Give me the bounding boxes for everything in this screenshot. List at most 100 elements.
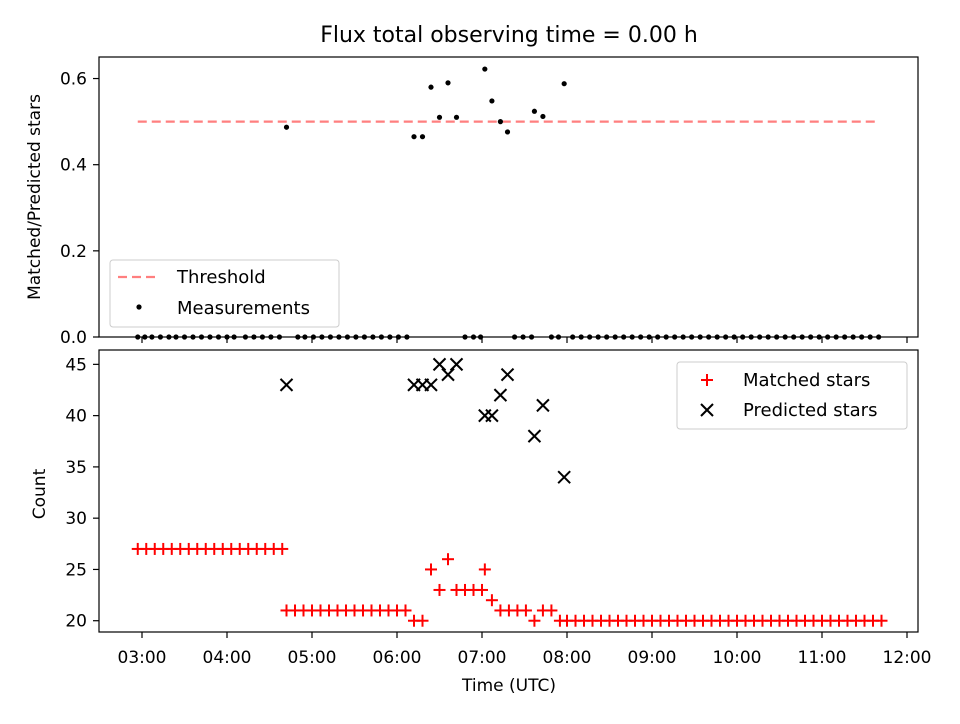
bottom-y-tick-label: 45	[65, 355, 87, 375]
top-panel: 0.0 0.2 0.4 0.6 Matched/Predicted stars Thr…	[25, 56, 919, 348]
figure-title: Flux total observing time = 0.00 h	[320, 23, 698, 48]
measurement-point	[135, 334, 141, 340]
measurement-point	[714, 334, 720, 340]
bottom-y-tick-label: 20	[65, 612, 87, 632]
top-legend-box	[109, 259, 340, 328]
measurement-point	[149, 334, 155, 340]
measurement-point	[621, 334, 627, 340]
top-y-axis: 0.0 0.2 0.4 0.6	[60, 70, 99, 348]
measurement-point	[295, 334, 301, 340]
matched-point	[519, 604, 532, 617]
x-tick-label: 10:00	[713, 648, 762, 668]
measurement-point	[548, 334, 555, 340]
matched-point	[433, 583, 446, 596]
top-y-tick-label: 0.4	[60, 156, 87, 176]
matched-point	[545, 604, 558, 617]
measurement-point	[378, 334, 385, 340]
measurement-point	[859, 334, 865, 340]
predicted-point	[536, 398, 550, 413]
measurement-point	[428, 84, 434, 90]
measurement-point	[655, 334, 661, 340]
measurement-points	[135, 66, 882, 340]
measurement-point	[646, 334, 652, 340]
measurement-point	[578, 334, 584, 340]
measurement-point	[782, 334, 788, 340]
predicted-point	[500, 367, 515, 382]
measurement-point	[765, 334, 771, 340]
measurement-point	[511, 334, 518, 340]
predicted-point	[493, 388, 508, 402]
matched-point	[416, 614, 429, 627]
x-tick-label: 06:00	[373, 648, 422, 668]
measurement-point	[251, 334, 257, 340]
predicted-point	[557, 470, 571, 484]
measurement-point	[748, 334, 754, 340]
x-tick-label: 04:00	[203, 648, 252, 668]
bottom-panel-frame	[98, 349, 919, 633]
legend-matched-swatch	[701, 374, 713, 386]
legend-matched-marker	[701, 374, 713, 386]
predicted-point	[441, 367, 455, 382]
measurement-point	[531, 108, 538, 114]
measurement-point	[436, 114, 443, 120]
matched-point	[399, 604, 412, 617]
predicted-point	[432, 357, 447, 372]
predicted-point	[485, 408, 499, 423]
measurement-point	[808, 334, 814, 340]
measurement-point	[680, 334, 686, 340]
measurement-point	[723, 334, 729, 340]
measurement-point	[302, 334, 308, 340]
bottom-y-tick-label: 35	[65, 458, 87, 478]
measurement-point	[462, 334, 468, 340]
legend-threshold-label: Threshold	[176, 267, 266, 288]
bottom-x-axis: 03:00 04:00 05:00 06:00 07:00 08:00 09:00 10:00…	[118, 632, 932, 668]
measurement-point	[445, 80, 451, 86]
x-tick-label: 03:00	[118, 648, 167, 668]
matched-point	[442, 553, 454, 566]
measurement-point	[528, 334, 535, 340]
measurement-point	[555, 334, 562, 340]
measurement-point	[353, 334, 359, 340]
measurement-point	[867, 334, 873, 340]
measurement-point	[833, 334, 839, 340]
legend-matched-label: Matched stars	[743, 370, 870, 391]
measurement-point	[638, 334, 644, 340]
top-legend: Threshold Measurements	[109, 259, 340, 328]
x-tick-label: 08:00	[543, 648, 592, 668]
measurement-point	[791, 334, 797, 340]
measurement-point	[453, 114, 460, 120]
legend-predicted-marker	[700, 403, 714, 417]
measurement-point	[283, 124, 290, 130]
measurement-point	[387, 334, 393, 340]
measurement-point	[876, 334, 882, 340]
measurement-point	[825, 334, 831, 340]
measurement-point	[336, 334, 342, 340]
matched-point	[478, 563, 491, 576]
measurement-point	[504, 129, 511, 135]
x-tick-label: 12:00	[883, 648, 932, 668]
measurement-point	[157, 334, 164, 340]
measurement-point	[482, 66, 488, 72]
measurement-point	[561, 81, 567, 87]
matched-point	[276, 542, 289, 555]
measurement-point	[672, 334, 678, 340]
legend-predicted-label: Predicted stars	[743, 400, 877, 421]
measurement-point	[327, 334, 334, 340]
measurement-point	[198, 334, 205, 340]
top-y-tick-label: 0.2	[60, 242, 87, 262]
measurement-point	[497, 119, 504, 125]
measurement-point	[816, 334, 822, 340]
measurement-point	[612, 334, 618, 340]
top-y-tick-label: 0.0	[60, 328, 87, 348]
measurement-point	[207, 334, 213, 340]
measurement-point	[370, 334, 376, 340]
bottom-legend-box	[676, 361, 908, 430]
x-tick-label: 11:00	[798, 648, 847, 668]
measurement-point	[411, 134, 417, 140]
x-tick-label: 07:00	[458, 648, 507, 668]
measurement-point	[540, 113, 546, 120]
measurement-point	[697, 334, 703, 340]
measurement-point	[520, 334, 526, 340]
